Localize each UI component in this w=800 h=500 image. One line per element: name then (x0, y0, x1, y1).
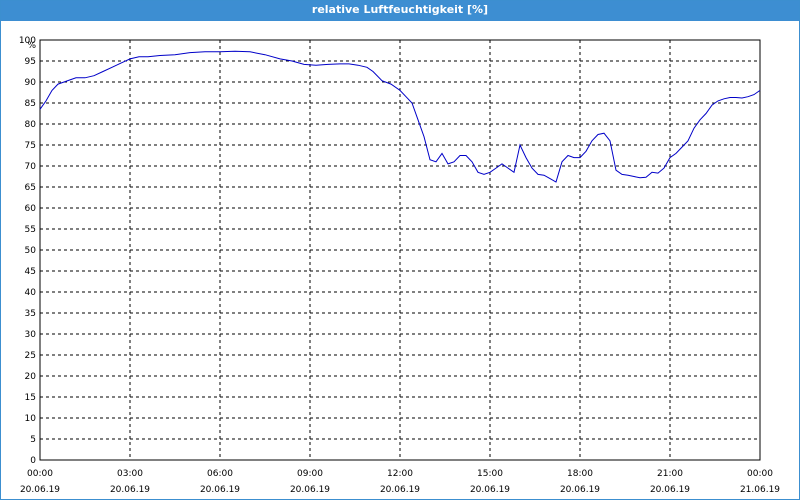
x-tick-time-label: 12:00 (387, 469, 413, 479)
y-tick-label: 50 (25, 246, 37, 256)
y-tick-label: 40 (25, 288, 37, 298)
y-tick-label: 100 (19, 36, 36, 46)
x-axis-ticks: 00:00 20.06.19 03:00 20.06.19 06:00 20.06.19 0… (20, 469, 780, 495)
y-axis-unit-label: % (27, 41, 36, 51)
y-tick-label: 35 (25, 309, 36, 319)
x-tick-date-label: 20.06.19 (380, 485, 420, 495)
y-tick-label: 55 (25, 225, 36, 235)
y-tick-label: 5 (30, 435, 36, 445)
x-tick-time-label: 15:00 (477, 469, 503, 479)
x-tick-time-label: 18:00 (567, 469, 593, 479)
plot-frame (39, 39, 761, 461)
y-tick-label: 70 (25, 162, 37, 172)
y-tick-label: 25 (25, 351, 36, 361)
x-tick-date-label: 20.06.19 (110, 485, 150, 495)
x-tick-date-label: 20.06.19 (20, 485, 60, 495)
chart-title: relative Luftfeuchtigkeit [%] (1, 1, 799, 21)
y-tick-label: 60 (25, 204, 37, 214)
x-tick-date-label: 20.06.19 (470, 485, 510, 495)
x-tick-time-label: 06:00 (207, 469, 233, 479)
humidity-series-line (39, 50, 761, 183)
x-tick-date-label: 20.06.19 (290, 485, 330, 495)
x-tick-date-label: 20.06.19 (560, 485, 600, 495)
y-tick-label: 30 (25, 330, 37, 340)
y-tick-label: 20 (25, 372, 37, 382)
x-tick-time-label: 00:00 (27, 469, 53, 479)
x-tick-date-label: 20.06.19 (650, 485, 690, 495)
y-tick-label: 75 (25, 141, 36, 151)
y-tick-label: 10 (25, 414, 37, 424)
x-tick-time-label: 00:00 (747, 469, 773, 479)
y-tick-label: 65 (25, 183, 36, 193)
y-axis-ticks: 0 5 10 15 20 25 30 35 40 45 50 55 60 65 70 75 80 85 90 95 10… (19, 36, 36, 466)
y-tick-label: 45 (25, 267, 36, 277)
x-tick-date-label: 21.06.19 (740, 485, 780, 495)
x-tick-time-label: 21:00 (657, 469, 683, 479)
y-tick-label: 90 (25, 78, 37, 88)
y-tick-label: 85 (25, 99, 36, 109)
y-tick-label: 0 (30, 456, 36, 466)
x-tick-time-label: 03:00 (117, 469, 143, 479)
y-tick-label: 80 (25, 120, 37, 130)
x-tick-date-label: 20.06.19 (200, 485, 240, 495)
y-tick-label: 95 (25, 57, 36, 67)
y-tick-label: 15 (25, 393, 36, 403)
x-tick-time-label: 09:00 (297, 469, 323, 479)
grid (40, 40, 760, 460)
